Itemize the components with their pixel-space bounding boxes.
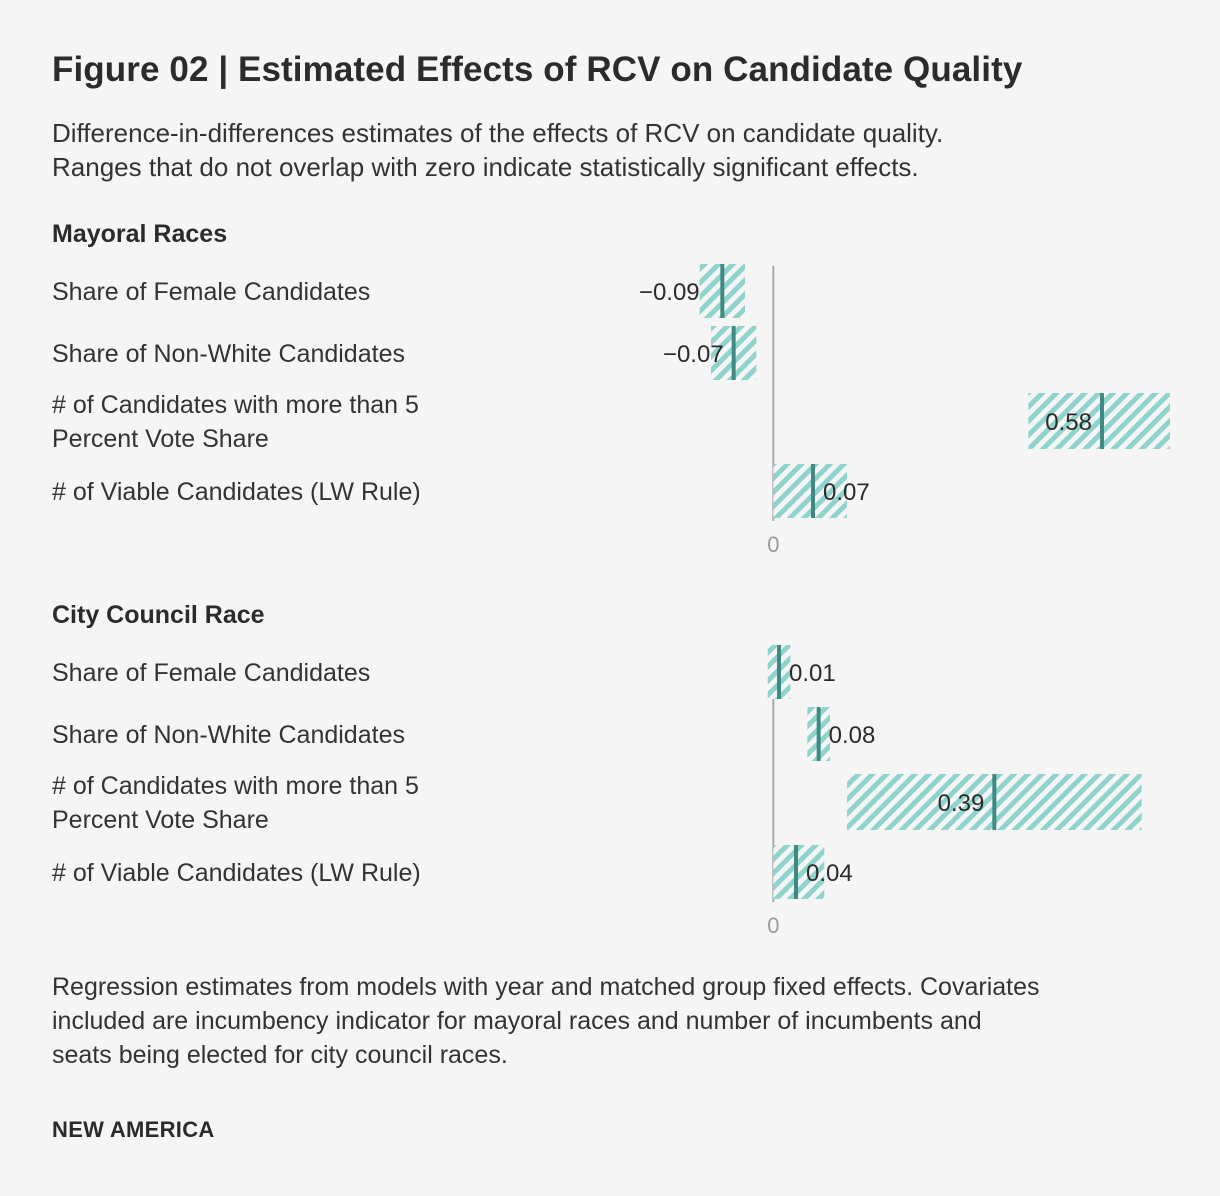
row-label: Share of Female Candidates bbox=[52, 659, 370, 687]
subtitle-line: Ranges that do not overlap with zero ind… bbox=[52, 152, 919, 182]
chart-note: Regression estimates from models with ye… bbox=[52, 970, 1182, 1072]
row-label-line: Share of Non-White Candidates bbox=[52, 340, 405, 368]
estimate-value-label: 0.08 bbox=[829, 722, 876, 749]
estimate-value-label: 0.39 bbox=[938, 790, 985, 817]
estimate-value-label: 0.01 bbox=[789, 660, 836, 687]
estimate-value-label: 0.04 bbox=[806, 860, 853, 887]
row-label: # of Viable Candidates (LW Rule) bbox=[52, 478, 421, 506]
note-line: included are incumbency indicator for ma… bbox=[52, 1007, 982, 1035]
estimate-value-label: 0.07 bbox=[823, 479, 870, 506]
subtitle-line: Difference-in-differences estimates of t… bbox=[52, 118, 944, 148]
source-logo-text: NEW AMERICA bbox=[52, 1117, 215, 1142]
chart-subtitle: Difference-in-differences estimates of t… bbox=[52, 116, 1162, 184]
row-label-line: # of Viable Candidates (LW Rule) bbox=[52, 859, 421, 887]
note-line: Regression estimates from models with ye… bbox=[52, 973, 1040, 1001]
row-label: # of Candidates with more than 5 Percent … bbox=[52, 391, 419, 453]
mayoral-section-title: Mayoral Races bbox=[52, 220, 228, 248]
row-label: Share of Non-White Candidates bbox=[52, 721, 405, 749]
row-label-line: Percent Vote Share bbox=[52, 425, 269, 453]
zero-tick-label: 0 bbox=[767, 532, 779, 557]
row-label-line: # of Candidates with more than 5 bbox=[52, 391, 419, 419]
mayoral-range-chart: Share of Female Candidates −0.09 Share of … bbox=[52, 264, 1170, 557]
row-label-line: Share of Non-White Candidates bbox=[52, 721, 405, 749]
row-label: Share of Female Candidates bbox=[52, 278, 370, 306]
estimate-value-label: −0.09 bbox=[639, 279, 700, 306]
city-council-section-title: City Council Race bbox=[52, 601, 265, 629]
confidence-range-bar bbox=[1028, 393, 1170, 449]
row-label-line: # of Candidates with more than 5 bbox=[52, 772, 419, 800]
row-label: # of Candidates with more than 5 Percent … bbox=[52, 772, 419, 834]
row-label-line: # of Viable Candidates (LW Rule) bbox=[52, 478, 421, 506]
estimate-value-label: −0.07 bbox=[663, 341, 724, 368]
estimate-value-label: 0.58 bbox=[1045, 409, 1092, 436]
chart-title: Figure 02 | Estimated Effects of RCV on … bbox=[52, 50, 1023, 89]
row-label-line: Share of Female Candidates bbox=[52, 278, 370, 306]
row-label: Share of Non-White Candidates bbox=[52, 340, 405, 368]
row-label: # of Viable Candidates (LW Rule) bbox=[52, 859, 421, 887]
confidence-range-bar bbox=[773, 464, 847, 518]
city-council-range-chart: Share of Female Candidates 0.01 Share of N… bbox=[52, 645, 1142, 938]
note-line: seats being elected for city council rac… bbox=[52, 1041, 508, 1069]
zero-tick-label: 0 bbox=[767, 913, 779, 938]
confidence-range-bar bbox=[773, 845, 825, 899]
row-label-line: Percent Vote Share bbox=[52, 806, 269, 834]
row-label-line: Share of Female Candidates bbox=[52, 659, 370, 687]
